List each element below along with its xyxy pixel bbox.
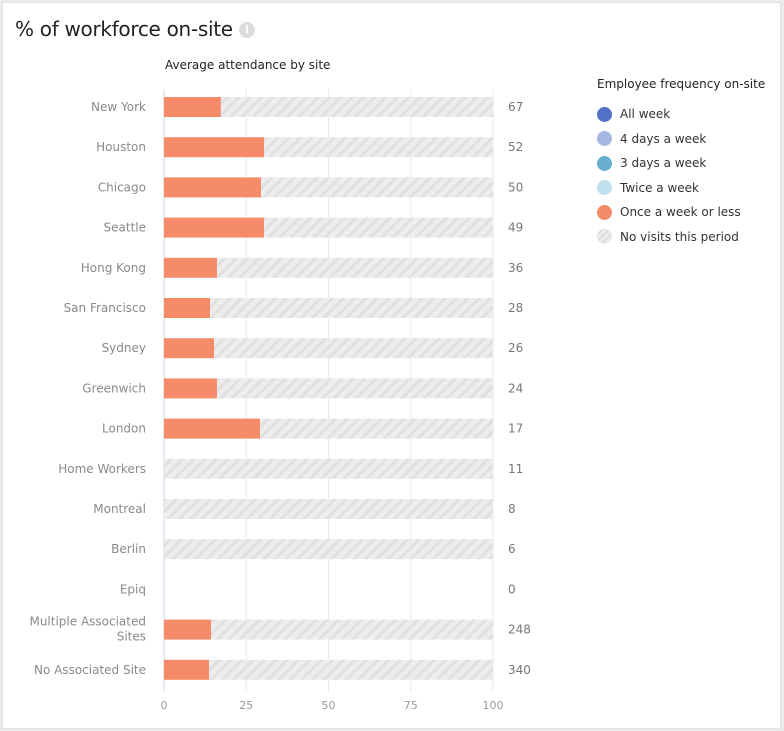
bar-segment (264, 217, 493, 238)
bar-segment (164, 378, 217, 399)
bar-segment (164, 458, 493, 479)
bar-segment (216, 257, 493, 278)
total-label: 6 (508, 542, 516, 556)
legend-label: No visits this period (620, 229, 739, 244)
legend-item[interactable]: Twice a week (597, 172, 765, 205)
legend-label: Twice a week (620, 180, 699, 195)
category-label: Berlin (111, 542, 146, 556)
total-label: 26 (508, 341, 523, 355)
legend-swatch-icon (597, 131, 612, 147)
bar-segment (164, 97, 221, 117)
legend: Employee frequency on-site All week 4 day… (597, 77, 765, 253)
legend-label: Once a week or less (620, 205, 741, 220)
bar-segment (260, 418, 493, 439)
legend-label: 3 days a week (620, 156, 707, 171)
legend-item[interactable]: No visits this period (597, 221, 765, 254)
category-label: Multiple Associated Sites (29, 615, 146, 644)
total-label: 11 (508, 462, 523, 476)
bar-segment (164, 539, 493, 560)
info-icon[interactable]: i (239, 22, 255, 38)
total-label: 8 (508, 502, 516, 516)
legend-swatch-icon (597, 155, 612, 171)
bar-segment (211, 619, 493, 640)
legend-item[interactable]: All week (597, 98, 765, 131)
bar-segment (164, 177, 262, 198)
total-label: 67 (508, 100, 523, 114)
total-label: 340 (508, 663, 531, 677)
total-label: 24 (508, 381, 523, 395)
total-label: 50 (508, 180, 523, 194)
legend-swatch-icon (597, 180, 612, 196)
legend-swatch-icon (597, 229, 612, 245)
total-label: 0 (508, 582, 516, 596)
category-label: San Francisco (64, 301, 146, 315)
bar-segment (264, 137, 493, 158)
bar-segment (214, 338, 493, 359)
total-label: 36 (508, 261, 523, 275)
category-label: Greenwich (82, 381, 146, 395)
category-label: London (102, 422, 146, 436)
category-label: Seattle (104, 221, 146, 235)
bar-segment (164, 418, 261, 439)
category-label: Hong Kong (81, 261, 146, 275)
bar-chart: 0 25 50 75 100 New York 67 Houston 52 Chicago 50 Se… (29, 89, 531, 712)
bar-segment (164, 298, 211, 318)
bar-segment (209, 659, 493, 680)
legend-item[interactable]: 4 days a week (597, 123, 765, 156)
legend-label: 4 days a week (620, 131, 707, 146)
category-label: Chicago (98, 180, 146, 194)
category-label: New York (91, 100, 146, 114)
legend-item[interactable]: Once a week or less (597, 196, 765, 229)
category-label: Sydney (102, 341, 146, 355)
legend-item[interactable]: 3 days a week (597, 147, 765, 180)
x-tick-label: 100 (483, 699, 504, 712)
bar-segment (164, 137, 265, 158)
total-label: 28 (508, 301, 523, 315)
x-tick-label: 75 (404, 699, 418, 712)
total-label: 17 (508, 422, 523, 436)
total-label: 52 (508, 140, 523, 154)
bar-segment (220, 97, 494, 117)
bar-segment (261, 177, 493, 198)
page-title: % of workforce on-site (15, 17, 233, 41)
bar-segment (164, 257, 217, 278)
chart-title: Average attendance by site (165, 58, 331, 72)
category-label: Home Workers (58, 462, 146, 476)
legend-title: Employee frequency on-site (597, 77, 766, 91)
total-label: 248 (508, 623, 531, 637)
category-label: Epiq (120, 582, 146, 596)
bar-segment (164, 499, 493, 519)
x-tick-label: 25 (239, 699, 253, 712)
legend-label: All week (620, 107, 671, 122)
bar-segment (164, 338, 215, 359)
category-label: No Associated Site (34, 663, 146, 677)
x-tick-label: 50 (322, 699, 336, 712)
bar-segment (164, 217, 265, 238)
category-label: Houston (96, 140, 146, 154)
bar-segment (210, 298, 493, 318)
legend-swatch-icon (597, 204, 612, 220)
bar-segment (164, 619, 212, 640)
category-label: Montreal (93, 502, 146, 516)
bar-segment (164, 659, 210, 680)
x-tick-label: 0 (161, 699, 168, 712)
bar-segment (216, 378, 493, 399)
total-label: 49 (508, 221, 523, 235)
legend-swatch-icon (597, 106, 612, 122)
